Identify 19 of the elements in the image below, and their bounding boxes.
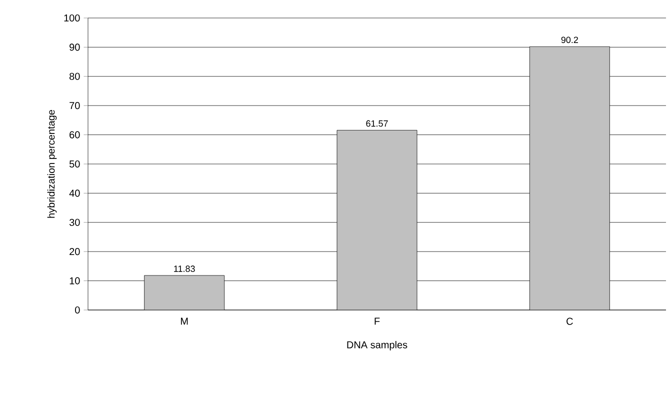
- x-tick-label: C: [566, 318, 573, 325]
- y-tick-label: 10: [70, 277, 80, 284]
- y-tick-label: 100: [64, 14, 80, 22]
- data-label: 90.2: [561, 36, 578, 44]
- y-tick-label: 90: [70, 44, 80, 51]
- y-tick-label: 0: [75, 306, 80, 314]
- y-tick-label: 50: [69, 160, 80, 168]
- x-tick-label: M: [180, 318, 188, 325]
- data-label: 11.83: [174, 266, 195, 272]
- data-label: 61.57: [366, 120, 388, 127]
- y-tick-label: 80: [70, 72, 80, 80]
- x-tick-label: F: [374, 318, 380, 325]
- y-tick-label: 20: [70, 248, 80, 256]
- y-tick-label: 60: [70, 131, 80, 138]
- y-tick-label: 30: [69, 218, 80, 226]
- y-tick-label: 40: [69, 190, 80, 197]
- y-tick-label: 70: [70, 102, 80, 110]
- y-axis-title: hybridization percentage: [47, 110, 57, 218]
- x-axis-title: DNA samples: [347, 341, 408, 350]
